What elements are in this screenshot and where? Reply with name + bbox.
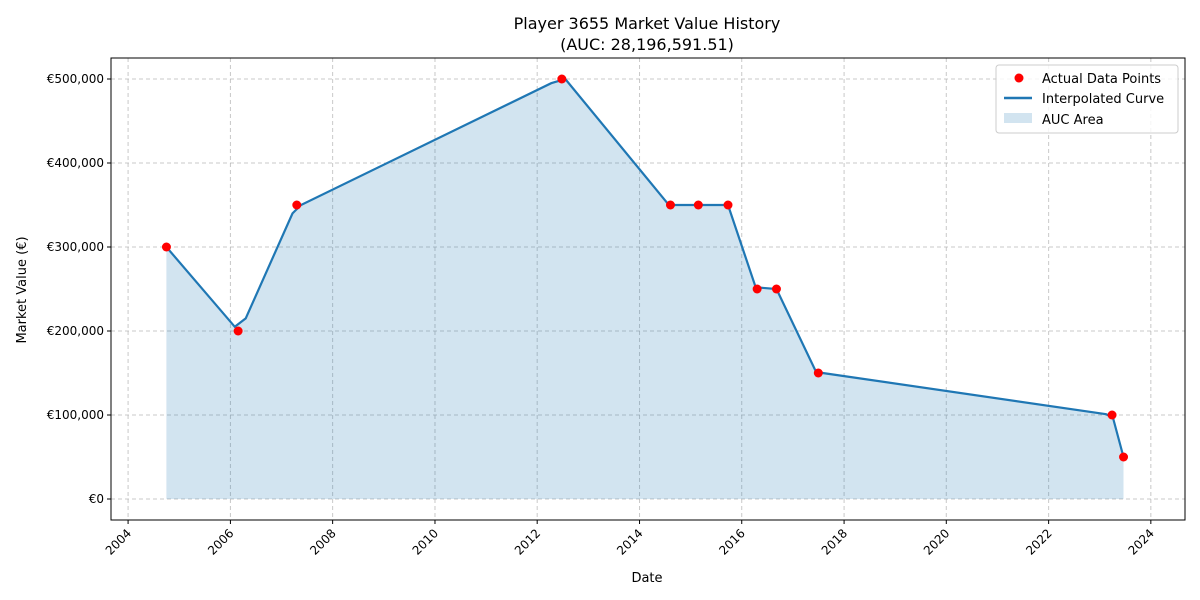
x-tick-label: 2010 — [410, 526, 441, 557]
data-point — [723, 200, 733, 210]
data-point — [557, 74, 567, 84]
legend-label-interpolated-curve: Interpolated Curve — [1042, 92, 1164, 107]
data-point — [693, 200, 703, 210]
y-axis-ticks: €0 €100,000 €200,000 €300,000 €400,000 €500,0… — [47, 72, 111, 506]
grid-lines — [111, 58, 1185, 520]
x-tick-label: 2014 — [614, 526, 645, 557]
legend-label-actual-points: Actual Data Points — [1042, 72, 1161, 87]
x-tick-label: 2018 — [819, 526, 850, 557]
x-axis-ticks: 2004 2006 2008 2010 2012 2014 2016 2018 2020 2022… — [103, 520, 1157, 558]
x-tick-label: 2006 — [205, 526, 236, 557]
x-tick-label: 2022 — [1023, 526, 1054, 557]
x-tick-label: 2012 — [512, 526, 543, 557]
data-point — [292, 200, 302, 210]
y-tick-label: €500,000 — [47, 72, 104, 86]
data-point — [1119, 452, 1129, 462]
plot-frame — [110, 57, 1186, 521]
data-point — [752, 284, 762, 294]
y-tick-label: €200,000 — [47, 324, 104, 338]
x-axis-label: Date — [631, 571, 662, 586]
data-point — [813, 368, 823, 378]
x-tick-label: 2004 — [103, 526, 134, 557]
y-tick-label: €100,000 — [47, 408, 104, 422]
y-tick-label: €0 — [89, 492, 104, 506]
data-point — [233, 326, 243, 336]
y-tick-label: €400,000 — [47, 156, 104, 170]
data-points — [161, 74, 1129, 462]
y-tick-label: €300,000 — [47, 240, 104, 254]
legend-box — [995, 64, 1179, 134]
data-point — [1107, 410, 1117, 420]
legend-label-auc-area: AUC Area — [1042, 113, 1104, 128]
legend-marker-actual-points — [1014, 73, 1024, 83]
data-point — [665, 200, 675, 210]
x-tick-label: 2024 — [1125, 526, 1156, 557]
x-tick-label: 2008 — [307, 526, 338, 557]
x-tick-label: 2016 — [716, 526, 747, 557]
auc-area — [166, 79, 1124, 499]
chart-title: Player 3655 Market Value History — [514, 14, 781, 33]
y-axis-label: Market Value (€) — [15, 236, 30, 343]
data-point — [771, 284, 781, 294]
x-tick-label: 2020 — [921, 526, 952, 557]
chart-subtitle: (AUC: 28,196,591.51) — [560, 35, 734, 54]
legend: Actual Data Points Interpolated Curve AU… — [995, 64, 1179, 134]
data-point — [161, 242, 171, 252]
legend-marker-auc-area — [1004, 113, 1032, 123]
